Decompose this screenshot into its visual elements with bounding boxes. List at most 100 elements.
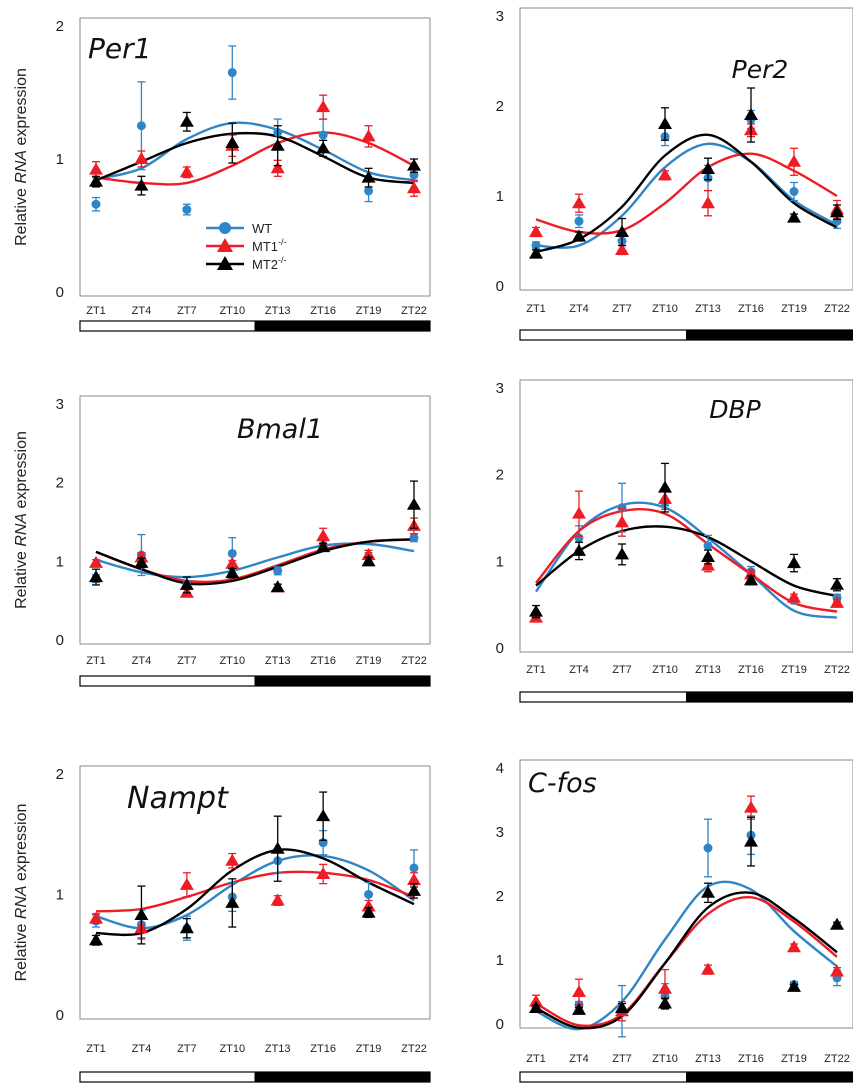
x-tick-label: ZT19 [356, 655, 382, 667]
data-point-mt2 [572, 543, 586, 556]
y-tick-label: 0 [496, 1016, 504, 1033]
data-point-wt [574, 216, 584, 226]
light-dark-segment-light [123, 676, 168, 686]
data-point-mt2 [89, 174, 103, 187]
y-axis-label-part: RNA [13, 513, 30, 547]
light-dark-bar [519, 691, 853, 703]
light-dark-bar [519, 1071, 853, 1083]
legend-label-main: MT1 [252, 239, 278, 254]
x-tick-label: ZT16 [310, 1043, 336, 1055]
data-point-mt1 [270, 893, 285, 906]
x-tick-label: ZT1 [86, 655, 106, 667]
x-tick-label: ZT10 [219, 305, 245, 317]
data-point-mt1 [701, 558, 715, 571]
x-tick-label: ZT10 [652, 1053, 678, 1065]
x-tick-label: ZT4 [569, 303, 589, 315]
light-dark-segment-light [561, 692, 604, 702]
x-tick-label: ZT16 [738, 1053, 764, 1065]
y-tick-label: 1 [496, 553, 504, 570]
y-tick-label: 2 [56, 18, 64, 35]
light-dark-segment-dark [810, 691, 853, 703]
x-tick-label: ZT13 [695, 664, 721, 676]
light-dark-segment-light [123, 1072, 168, 1082]
light-dark-bar [79, 320, 431, 332]
light-dark-segment-light [123, 321, 168, 331]
y-axis-label-part: expression [13, 804, 30, 886]
data-point-wt [409, 533, 419, 543]
light-dark-segment-light [211, 676, 255, 686]
data-point-mt1 [572, 196, 586, 209]
data-point-mt2 [529, 1001, 543, 1013]
light-dark-segment-dark [254, 1071, 300, 1083]
data-point-mt2 [134, 907, 149, 920]
x-tick-label: ZT22 [824, 1053, 850, 1065]
light-dark-segment-light [520, 1072, 562, 1082]
data-point-mt2 [787, 979, 801, 992]
data-point-mt2 [529, 604, 543, 617]
light-dark-segment-dark [686, 1071, 729, 1083]
panel-title: DBP [709, 395, 761, 424]
legend-label-main: MT2 [252, 257, 278, 272]
data-point-mt2 [701, 550, 715, 562]
light-dark-segment-dark [810, 329, 853, 341]
plot-frame [519, 379, 853, 653]
y-tick-label: 2 [56, 475, 64, 492]
light-dark-segment-dark [385, 320, 431, 332]
y-tick-label: 2 [496, 98, 504, 115]
data-point-mt1 [361, 129, 376, 142]
light-dark-segment-light [644, 1072, 687, 1082]
x-tick-label: ZT10 [219, 655, 245, 667]
light-dark-segment-light [603, 330, 645, 340]
data-point-mt2 [615, 1001, 629, 1013]
data-point-mt2 [658, 480, 672, 493]
light-dark-segment-light [561, 330, 604, 340]
data-point-mt2 [89, 933, 103, 946]
panel-title: Bmal1 [237, 414, 323, 445]
data-point-mt2 [179, 577, 194, 590]
x-tick-label: ZT19 [781, 1053, 807, 1065]
y-axis-label-part: RNA [13, 150, 30, 184]
data-point-wt [318, 130, 328, 140]
plot-frame [79, 765, 431, 1020]
light-dark-segment-light [644, 330, 687, 340]
light-dark-segment-light [167, 676, 212, 686]
y-axis-label-part: Relative [13, 919, 30, 981]
legend-marker [217, 238, 233, 252]
x-tick-label: ZT13 [695, 1053, 721, 1065]
legend-label-main: WT [252, 221, 272, 236]
data-point-mt2 [225, 895, 240, 908]
x-tick-label: ZT7 [612, 1053, 632, 1065]
panel-title: Per1 [88, 32, 151, 65]
y-tick-label: 2 [56, 766, 64, 783]
light-dark-segment-dark [769, 691, 812, 703]
data-point-wt [703, 843, 713, 853]
y-tick-label: 3 [496, 824, 504, 841]
y-tick-label: 0 [56, 1007, 64, 1024]
y-axis-label-part: expression [13, 68, 30, 150]
y-axis-label-part: expression [13, 431, 30, 513]
light-dark-segment-light [561, 1072, 604, 1082]
x-tick-label: ZT22 [401, 655, 427, 667]
data-point-wt [182, 205, 192, 215]
x-tick-label: ZT19 [356, 1043, 382, 1055]
data-point-wt [409, 863, 419, 873]
y-axis-label: Relative RNA expression [13, 431, 30, 609]
data-point-mt1 [830, 595, 844, 608]
x-tick-label: ZT7 [177, 1043, 197, 1055]
data-point-mt2 [134, 178, 149, 191]
data-point-mt1 [407, 181, 421, 194]
panel-nampt: 0 1 2 ZT1 ZT4 ZT7 ZT10 ZT13 ZT16 ZT19 ZT22 Nampt Rel… [13, 765, 431, 1083]
data-point-mt2 [572, 229, 586, 242]
x-tick-label: ZT7 [177, 655, 197, 667]
y-axis-label-part: Relative [13, 547, 30, 609]
light-dark-bar [519, 329, 853, 341]
light-dark-segment-light [167, 1072, 212, 1082]
data-point-mt1 [361, 899, 376, 912]
light-dark-segment-dark [810, 1071, 853, 1083]
x-tick-label: ZT4 [569, 1053, 589, 1065]
data-point-mt2 [830, 205, 844, 218]
legend-label: WT [252, 221, 272, 236]
fit-curve-mt2 [95, 538, 415, 586]
data-point-mt1 [407, 873, 421, 886]
